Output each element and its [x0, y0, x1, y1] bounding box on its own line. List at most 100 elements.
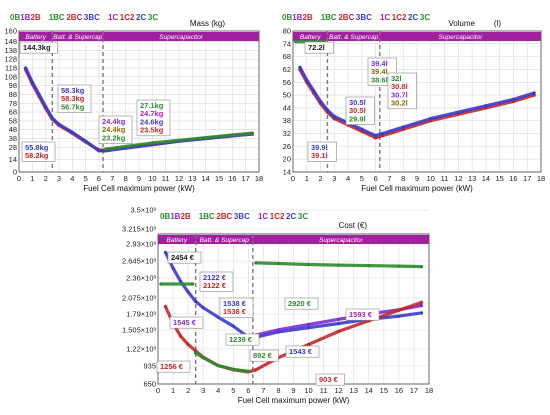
- x-tick-label: 2: [318, 174, 322, 183]
- data-point: [532, 91, 536, 95]
- y-tick-label: 74: [283, 39, 291, 48]
- data-point: [360, 127, 364, 131]
- y-tick-label: 38: [283, 116, 291, 125]
- data-point: [50, 116, 54, 120]
- x-tick-label: 3: [332, 174, 336, 183]
- data-point: [298, 65, 302, 69]
- y-tick-label: 2.36×10³: [126, 274, 156, 283]
- annotation-box: [219, 297, 254, 318]
- x-tick-label: 18: [537, 174, 545, 183]
- x-tick-label: 9: [291, 386, 295, 395]
- legend-entry: 3C: [418, 13, 430, 22]
- x-axis-label: Fuel Cell maximum power (kW): [361, 184, 473, 193]
- data-point: [84, 139, 88, 143]
- y-tick-label: 56: [283, 78, 291, 87]
- y-tick-label: 935: [143, 362, 156, 371]
- annotation: 1545 €: [169, 316, 204, 329]
- zone-supercapacitor: [379, 32, 541, 41]
- y-tick-label: 48: [9, 125, 17, 134]
- data-point: [204, 136, 208, 140]
- data-point: [30, 80, 34, 84]
- y-tick-label: 28: [9, 143, 17, 152]
- annotation-text: 2920 €: [288, 299, 312, 308]
- x-tick-label: 4: [346, 174, 350, 183]
- y-tick-label: 2.93×10³: [126, 240, 156, 249]
- x-tick-label: 8: [401, 174, 405, 183]
- annotation-box: [285, 345, 320, 358]
- legend-entry: 1BC: [313, 13, 337, 22]
- chart-panel-3: 6509351.22×10³1.505×10³1.79×10³2.075×10³…: [122, 206, 433, 406]
- x-tick-label: 18: [425, 386, 433, 395]
- x-tick-label: 13: [350, 386, 358, 395]
- data-point: [337, 317, 341, 321]
- legend-entry: 1C: [372, 13, 390, 22]
- data-point: [104, 147, 108, 151]
- x-tick-label: 3: [57, 174, 61, 183]
- legend-entry: 3C: [296, 212, 308, 221]
- annotation: 1256 €: [156, 360, 191, 373]
- annotation-text: 24.7kg: [140, 109, 164, 118]
- y-tick-label: 1.505×10³: [122, 326, 156, 335]
- data-point: [332, 114, 336, 119]
- legend-entry: 1B: [170, 212, 180, 221]
- zone-battery: [293, 32, 328, 41]
- x-tick-label: 5: [231, 386, 235, 395]
- data-point: [397, 314, 401, 318]
- legend-entry: 2B: [30, 13, 40, 22]
- data-point: [276, 261, 281, 266]
- data-point: [37, 92, 41, 97]
- annotation-text: 2122 €: [203, 281, 227, 290]
- legend-entry: 0B: [10, 13, 20, 22]
- data-point: [429, 116, 433, 121]
- annotation-text: 23.5kg: [140, 126, 164, 135]
- x-tick-label: 11: [162, 174, 170, 183]
- data-point: [216, 315, 220, 319]
- x-tick-label: 1: [30, 174, 34, 183]
- plot-border: [18, 30, 260, 173]
- zone-label: Battery: [25, 34, 46, 41]
- zone-label: Batt. & Supercap: [53, 34, 103, 41]
- chart-units: (l): [494, 19, 501, 28]
- x-tick-label: 9: [415, 174, 419, 183]
- annotation-box: [315, 373, 345, 386]
- y-tick-label: 68: [283, 52, 291, 61]
- zone-battery: [158, 235, 196, 244]
- annotation-box: [98, 115, 133, 144]
- zone-label: Supercapacitor: [319, 237, 364, 244]
- annotation-text: 30.2l: [391, 99, 408, 108]
- y-tick-label: 14: [283, 168, 291, 177]
- data-point: [325, 108, 330, 112]
- annotation-text: 72.2l: [308, 43, 325, 52]
- annotation-text: 38.6l: [371, 75, 388, 84]
- data-point: [178, 334, 183, 338]
- annotation-text: 1545 €: [173, 318, 197, 327]
- annotation-box: [225, 333, 260, 346]
- annotation: 2920 €: [284, 297, 319, 310]
- x-tick-label: 8: [276, 386, 280, 395]
- y-tick-label: 38: [9, 134, 17, 143]
- y-tick-label: 50: [283, 91, 291, 100]
- x-tick-label: 0: [17, 174, 21, 183]
- zone-label: Supercapacitor: [439, 34, 484, 41]
- legend-entry: 2C: [134, 13, 146, 22]
- annotation-box: [21, 141, 56, 162]
- annotation-box: [345, 96, 375, 125]
- annotation-text: 1593 €: [349, 310, 373, 319]
- data-point: [70, 130, 74, 134]
- annotation-text: 58.2kg: [25, 151, 49, 160]
- annotation-text: 2122 €: [203, 273, 227, 282]
- annotation-text: 39.9l: [311, 143, 328, 152]
- zone-label: Batt. & Supercap: [200, 237, 250, 244]
- annotation-text: 30.8l: [391, 82, 408, 91]
- legend-entry: 3BC: [82, 13, 100, 22]
- annotation-text: 30.5l: [349, 106, 366, 115]
- data-point: [250, 131, 254, 135]
- series-line: [298, 65, 536, 138]
